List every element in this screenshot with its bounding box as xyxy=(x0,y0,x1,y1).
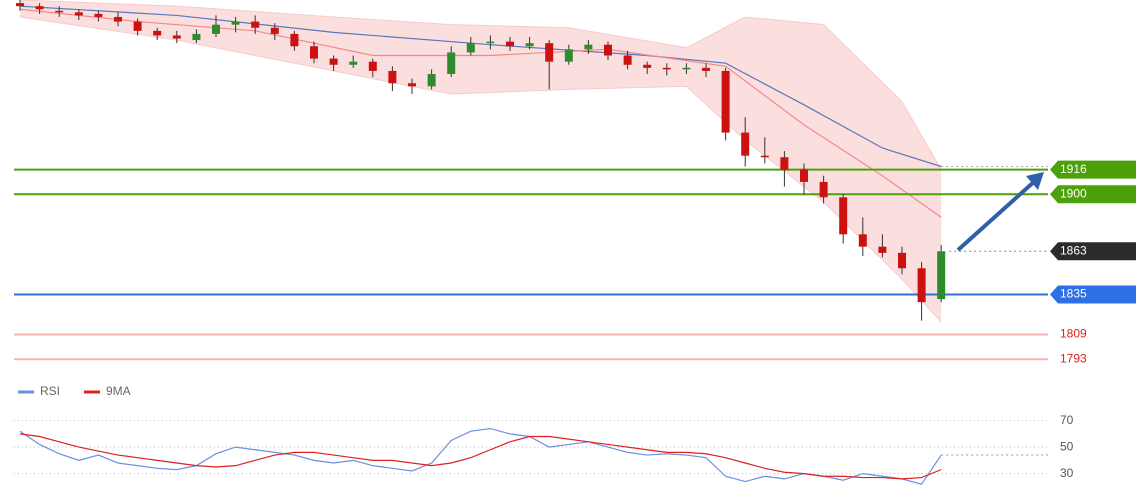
level-label-box xyxy=(1050,160,1136,179)
candle-body xyxy=(192,33,201,41)
legend-label: RSI xyxy=(40,384,60,398)
candle-body xyxy=(310,46,318,59)
candle-body xyxy=(290,33,299,47)
candle-body xyxy=(662,67,671,70)
candle-body xyxy=(898,252,906,269)
y-tick-label: 70 xyxy=(1060,413,1074,427)
candle-body xyxy=(447,52,456,74)
candle-body xyxy=(917,268,926,303)
candle-body xyxy=(231,21,240,25)
candle-body xyxy=(858,234,867,247)
candle-body xyxy=(878,246,887,253)
level-label-box xyxy=(1050,242,1136,261)
candle-body xyxy=(545,43,554,62)
band-upper xyxy=(19,0,942,170)
candle-body xyxy=(466,43,475,53)
legend-label: 9MA xyxy=(106,384,131,398)
band-fill xyxy=(20,0,942,323)
rsi-line xyxy=(19,433,942,480)
level-label: 1900 xyxy=(1060,186,1087,200)
level-label-box xyxy=(1050,185,1136,204)
candle-body xyxy=(643,64,652,68)
candle-body xyxy=(682,67,691,70)
candle-body xyxy=(349,61,358,65)
candle-body xyxy=(74,12,83,16)
candle-body xyxy=(604,44,612,56)
candle-body xyxy=(114,16,122,22)
candle-body xyxy=(55,10,64,13)
candle-body xyxy=(427,74,436,87)
candle-body xyxy=(251,21,260,28)
candle-body xyxy=(16,3,24,7)
price-panel: 1916 1900 1863 1835 1809 1793 xyxy=(14,0,1136,365)
level-label: 1916 xyxy=(1060,162,1087,176)
candle-body xyxy=(839,197,848,235)
candle-body xyxy=(486,41,495,44)
level-label: 1793 xyxy=(1060,351,1087,365)
candle-body xyxy=(721,70,730,133)
candle-body xyxy=(153,30,162,36)
candle-body xyxy=(584,44,593,50)
level-label: 1835 xyxy=(1060,287,1087,301)
candle-body xyxy=(172,35,181,39)
level-label-box xyxy=(1050,285,1136,304)
candle-body xyxy=(564,49,573,62)
candle-body xyxy=(408,83,416,87)
candle-body xyxy=(819,181,828,198)
candle-body xyxy=(368,61,377,71)
candle-body xyxy=(760,155,769,158)
candle-body xyxy=(35,6,44,10)
candle-body xyxy=(800,169,808,182)
level-label: 1809 xyxy=(1060,327,1087,341)
arrow-head xyxy=(1026,172,1044,190)
y-tick-label: 30 xyxy=(1060,466,1074,480)
y-tick-label: 50 xyxy=(1060,439,1074,453)
level-label: 1863 xyxy=(1060,243,1087,257)
candle-body xyxy=(212,24,220,34)
arrow xyxy=(956,178,1038,252)
candle-body xyxy=(270,27,279,34)
candle-body xyxy=(525,43,534,47)
candle-body xyxy=(741,132,750,156)
candle-body xyxy=(388,70,397,84)
candle-body xyxy=(780,157,789,170)
candle-body xyxy=(133,21,142,31)
candle-body xyxy=(506,41,514,47)
candle-body xyxy=(94,13,103,17)
candle-body xyxy=(702,67,710,71)
candle-body xyxy=(623,55,632,65)
candle-body xyxy=(329,58,338,65)
rsi-panel: 30 50 70 RSI 9MA xyxy=(14,384,1074,485)
candle-body xyxy=(937,251,946,300)
rsi-line xyxy=(19,427,942,485)
